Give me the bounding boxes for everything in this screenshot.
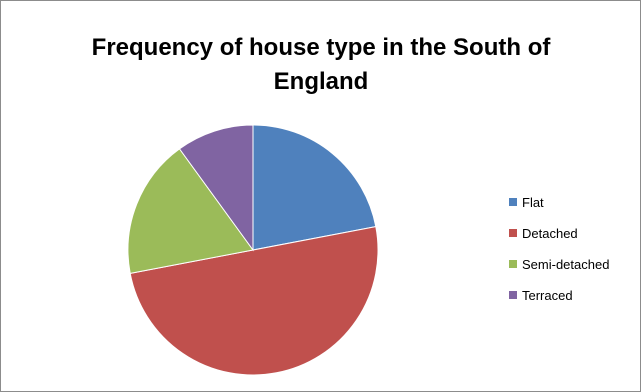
legend-item-flat: Flat bbox=[509, 194, 609, 210]
legend-label-semi-detached: Semi-detached bbox=[522, 256, 610, 272]
pie-slice-terraced bbox=[178, 124, 254, 252]
pie-slice-flat bbox=[252, 124, 377, 251]
legend-swatch-semi-detached bbox=[509, 260, 517, 268]
legend-label-detached: Detached bbox=[522, 225, 578, 241]
chart-title: Frequency of house type in the South of … bbox=[91, 34, 551, 95]
legend-item-terraced: Terraced bbox=[509, 287, 609, 303]
legend-swatch-detached bbox=[509, 229, 517, 237]
legend-item-semi-detached: Semi-detached bbox=[509, 256, 609, 272]
pie-slice-detached bbox=[129, 225, 379, 376]
legend-label-terraced: Terraced bbox=[522, 287, 573, 303]
legend-swatch-flat bbox=[509, 198, 517, 206]
legend-label-flat: Flat bbox=[522, 194, 544, 210]
legend-item-detached: Detached bbox=[509, 225, 609, 241]
legend-swatch-terraced bbox=[509, 291, 517, 299]
legend: Flat Detached Semi-detached Terraced bbox=[509, 194, 609, 318]
pie-slice-semi-detached bbox=[127, 148, 254, 275]
